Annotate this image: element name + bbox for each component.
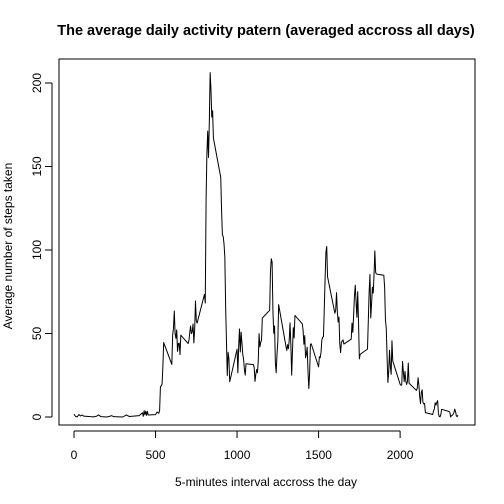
x-axis: 0 500 1000 1500 2000 — [71, 430, 414, 462]
x-tick-label: 0 — [71, 448, 78, 462]
y-axis: 0 50 100 150 200 — [30, 73, 53, 420]
y-tick-label: 0 — [30, 413, 44, 420]
y-axis-label: Average number of steps taken — [1, 163, 15, 330]
x-tick-label: 1000 — [224, 448, 251, 462]
x-tick-label: 500 — [146, 448, 166, 462]
x-axis-label: 5-minutes interval accross the day — [175, 475, 357, 489]
series-line — [73, 72, 459, 418]
x-tick-label: 1500 — [305, 448, 332, 462]
chart-title: The average daily activity patern (avera… — [57, 23, 475, 39]
y-tick-label: 100 — [30, 240, 44, 260]
y-tick-label: 150 — [30, 156, 44, 176]
y-tick-label: 200 — [30, 73, 44, 93]
x-tick-label: 2000 — [387, 448, 414, 462]
y-tick-label: 50 — [30, 327, 44, 341]
plot-frame — [58, 58, 476, 426]
